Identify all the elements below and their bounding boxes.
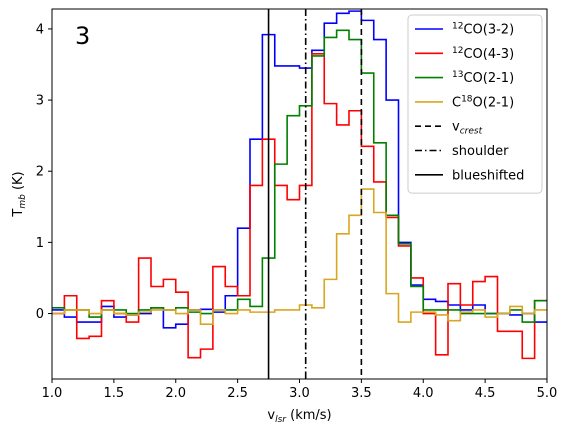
y-tick-label: 1 [36,236,44,251]
legend-label: 12CO(4-3) [452,46,514,62]
legend-label: shoulder [452,144,509,159]
legend-box [407,14,543,194]
legend-label: 13CO(2-1) [452,70,514,86]
x-tick-label: 4.0 [413,386,434,401]
x-tick-label: 3.5 [351,386,372,401]
x-axis-label: vlsr (km/s) [267,408,331,425]
axis-ticks: 1.0 1.5 2.0 2.5 3.0 3.5 4.0 4.5 5.0 0 1 2 3 4 [36,22,558,401]
legend-label: 12CO(3-2) [452,22,514,38]
x-tick-label: 5.0 [537,386,558,401]
series-line-2 [52,53,547,360]
y-tick-label: 3 [36,94,44,109]
legend-label: C18O(2-1) [452,94,514,110]
x-tick-label: 2.0 [165,386,186,401]
series-line-3 [52,29,547,323]
plot-area [52,9,547,379]
y-axis-label: Tmb (K) [11,171,28,217]
x-tick-label: 3.0 [289,386,310,401]
y-tick-label: 2 [36,165,44,180]
panel-label: 3 [75,22,90,50]
legend: 12CO(3-2) 12CO(4-3) 13CO(2-1) C18O(2-1) vcre… [407,14,543,194]
series-line-4 [52,188,547,326]
x-tick-label: 1.5 [104,386,125,401]
legend-label: blueshifted [452,168,524,183]
x-tick-label: 4.5 [475,386,496,401]
y-tick-label: 0 [36,307,44,322]
legend-label: vcrest [452,120,483,137]
x-tick-label: 2.5 [227,386,248,401]
y-tick-label: 4 [36,22,44,37]
x-tick-label: 1.0 [42,386,63,401]
